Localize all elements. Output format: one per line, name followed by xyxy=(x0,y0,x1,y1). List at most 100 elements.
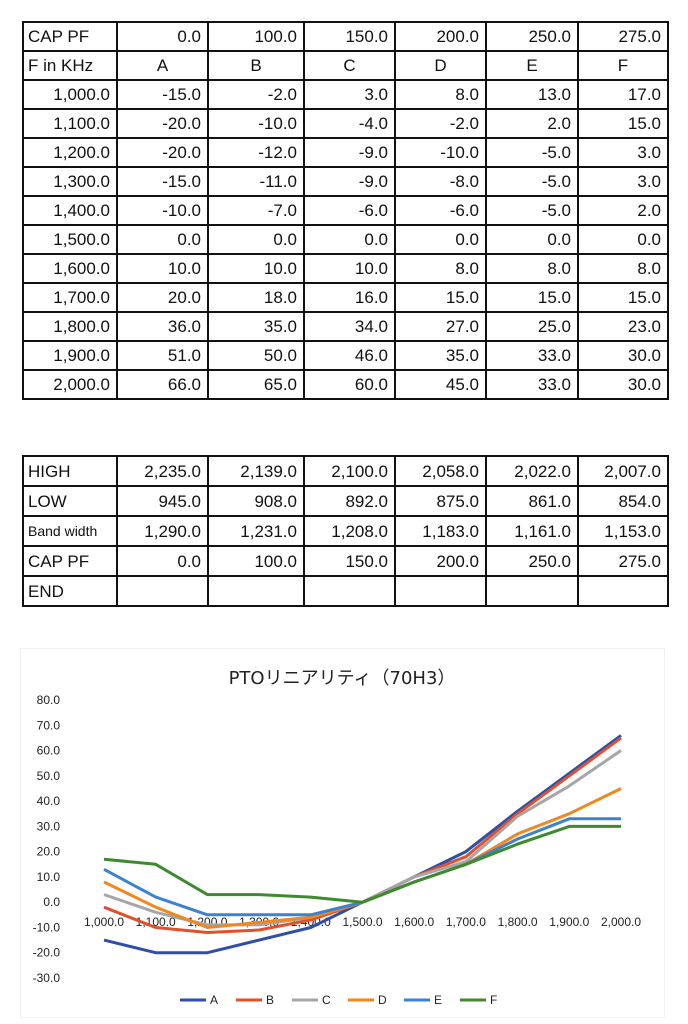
value-cell: 1,290.0 xyxy=(116,515,209,547)
value-cell: -8.0 xyxy=(394,166,487,197)
value-cell: 275.0 xyxy=(577,21,669,52)
value-cell: -10.0 xyxy=(394,137,487,168)
value-cell: 30.0 xyxy=(577,369,669,400)
value-cell: 8.0 xyxy=(485,253,579,284)
legend-label: C xyxy=(322,993,331,1007)
value-cell: 8.0 xyxy=(577,253,669,284)
value-cell: 13.0 xyxy=(485,79,579,110)
value-cell: 30.0 xyxy=(577,340,669,371)
row-label-cell: F in KHz xyxy=(22,50,118,81)
value-cell: 150.0 xyxy=(303,21,396,52)
value-cell: 200.0 xyxy=(394,21,487,52)
value-cell: 8.0 xyxy=(394,253,487,284)
row-label-cell: CAP PF xyxy=(22,545,118,577)
value-cell: 908.0 xyxy=(207,485,305,517)
y-tick-label: 50.0 xyxy=(37,769,61,783)
value-cell: 1,161.0 xyxy=(485,515,579,547)
value-cell: 2,022.0 xyxy=(485,455,579,487)
value-cell: 0.0 xyxy=(116,224,209,255)
summary-row: END xyxy=(22,575,669,607)
value-cell: -5.0 xyxy=(485,166,579,197)
y-tick-label: 30.0 xyxy=(37,819,61,833)
cap-pf-row: CAP PF 0.0 100.0 150.0 200.0 250.0 275.0 xyxy=(22,21,669,52)
summary-row: CAP PF 0.0 100.0 150.0 200.0 250.0 275.0 xyxy=(22,545,669,577)
value-cell: -5.0 xyxy=(485,137,579,168)
x-tick-label: 1,000.0 xyxy=(84,915,124,929)
table-row: 1,600.0 10.0 10.0 10.0 8.0 8.0 8.0 xyxy=(22,253,669,284)
chart-frame xyxy=(20,648,665,1018)
value-cell: 15.0 xyxy=(394,282,487,313)
value-cell: 15.0 xyxy=(577,282,669,313)
y-tick-label: 40.0 xyxy=(37,794,61,808)
summary-row: Band width 1,290.0 1,231.0 1,208.0 1,183.0 1,… xyxy=(22,515,669,547)
table-row: 2,000.0 66.0 65.0 60.0 45.0 33.0 30.0 xyxy=(22,369,669,400)
value-cell: 3.0 xyxy=(577,166,669,197)
value-cell: 0.0 xyxy=(207,224,305,255)
table-row: 1,300.0 -15.0 -11.0 -9.0 -8.0 -5.0 3.0 xyxy=(22,166,669,197)
x-tick-label: 1,800.0 xyxy=(498,915,538,929)
value-cell: 51.0 xyxy=(116,340,209,371)
legend-label: B xyxy=(266,993,274,1007)
table-row: 1,900.0 51.0 50.0 46.0 35.0 33.0 30.0 xyxy=(22,340,669,371)
value-cell: 34.0 xyxy=(303,311,396,342)
y-tick-label: 70.0 xyxy=(37,718,61,732)
value-cell: 1,231.0 xyxy=(207,515,305,547)
value-cell: -2.0 xyxy=(394,108,487,139)
value-cell: 854.0 xyxy=(577,485,669,517)
value-cell: 100.0 xyxy=(207,545,305,577)
value-cell: 3.0 xyxy=(303,79,396,110)
value-cell: 35.0 xyxy=(207,311,305,342)
row-label-cell: CAP PF xyxy=(22,21,118,52)
value-cell: 100.0 xyxy=(207,21,305,52)
value-cell: -7.0 xyxy=(207,195,305,226)
value-cell: 35.0 xyxy=(394,340,487,371)
table-row: 1,700.0 20.0 18.0 16.0 15.0 15.0 15.0 xyxy=(22,282,669,313)
column-header-row: F in KHz A B C D E F xyxy=(22,50,669,81)
value-cell: 50.0 xyxy=(207,340,305,371)
y-tick-label: 10.0 xyxy=(37,870,61,884)
y-tick-label: 60.0 xyxy=(37,744,61,758)
value-cell: 3.0 xyxy=(577,137,669,168)
value-cell: C xyxy=(303,50,396,81)
value-cell: -20.0 xyxy=(116,108,209,139)
value-cell xyxy=(485,575,579,607)
value-cell: 0.0 xyxy=(394,224,487,255)
value-cell: -10.0 xyxy=(116,195,209,226)
value-cell: 33.0 xyxy=(485,340,579,371)
row-label-cell: 1,700.0 xyxy=(22,282,118,313)
y-tick-label: -30.0 xyxy=(33,971,61,985)
value-cell: 275.0 xyxy=(577,545,669,577)
x-tick-label: 2,000.0 xyxy=(601,915,641,929)
value-cell: -6.0 xyxy=(394,195,487,226)
value-cell xyxy=(394,575,487,607)
row-label-cell: 1,100.0 xyxy=(22,108,118,139)
series-line-f xyxy=(103,824,621,904)
value-cell: 0.0 xyxy=(485,224,579,255)
value-cell: -4.0 xyxy=(303,108,396,139)
linearity-chart: PTOリニアリティ（70H3） 80.0 70.0 60.0 50.0 40.0 30.0… xyxy=(20,648,665,1018)
summary-row: LOW 945.0 908.0 892.0 875.0 861.0 854.0 xyxy=(22,485,669,517)
value-cell: 2.0 xyxy=(577,195,669,226)
value-cell: 2,100.0 xyxy=(303,455,396,487)
value-cell: 861.0 xyxy=(485,485,579,517)
value-cell: -12.0 xyxy=(207,137,305,168)
value-cell: 15.0 xyxy=(485,282,579,313)
x-tick-label: 1,700.0 xyxy=(446,915,486,929)
value-cell: -9.0 xyxy=(303,137,396,168)
value-cell: A xyxy=(116,50,209,81)
y-tick-label: 80.0 xyxy=(37,693,61,707)
y-tick-label: -10.0 xyxy=(33,920,61,934)
y-tick-label: -20.0 xyxy=(33,946,61,960)
value-cell: 65.0 xyxy=(207,369,305,400)
row-label-cell: 1,900.0 xyxy=(22,340,118,371)
legend-label: E xyxy=(434,993,442,1007)
y-tick-label: 20.0 xyxy=(37,845,61,859)
table-row: 1,100.0 -20.0 -10.0 -4.0 -2.0 2.0 15.0 xyxy=(22,108,669,139)
legend-label: A xyxy=(210,993,218,1007)
value-cell: 66.0 xyxy=(116,369,209,400)
value-cell: 20.0 xyxy=(116,282,209,313)
value-cell: 1,183.0 xyxy=(394,515,487,547)
value-cell: 0.0 xyxy=(116,21,209,52)
value-cell: -6.0 xyxy=(303,195,396,226)
value-cell: -11.0 xyxy=(207,166,305,197)
